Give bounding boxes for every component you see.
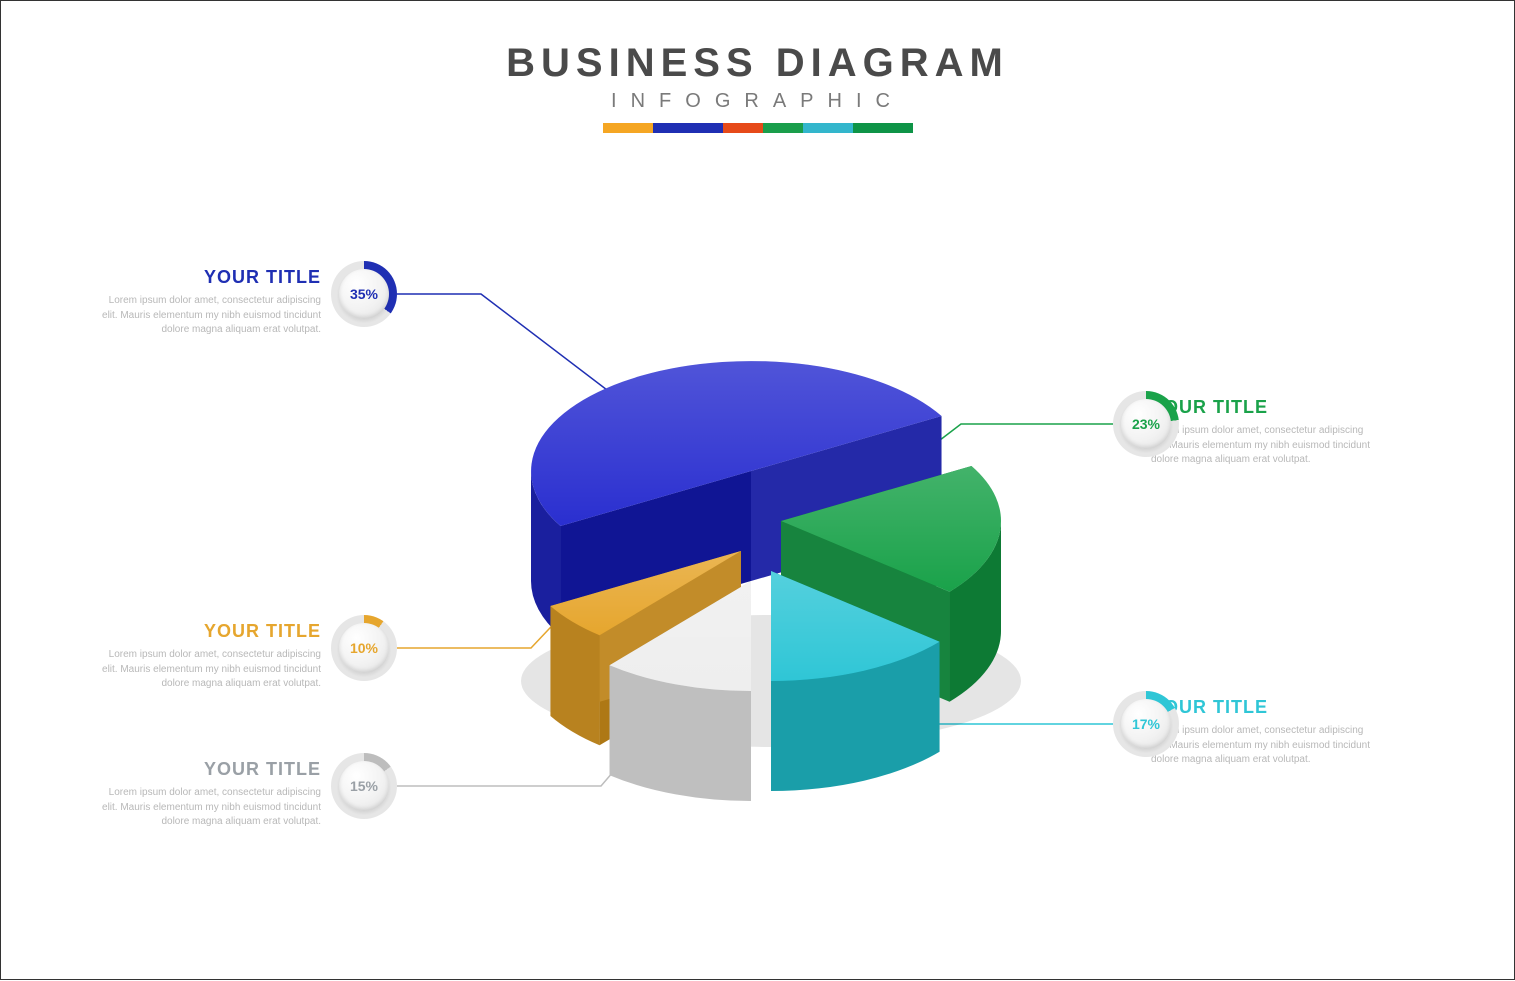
colorbar-segment — [603, 123, 653, 133]
callout-title: YOUR TITLE — [1151, 697, 1381, 718]
percent-value: 23% — [1132, 416, 1160, 432]
percent-badge-gray: 15% — [331, 753, 397, 819]
callout-green: YOUR TITLE Lorem ipsum dolor amet, conse… — [1151, 397, 1381, 468]
pie-3d-chart — [1, 1, 1515, 981]
percent-badge-blue: 35% — [331, 261, 397, 327]
percent-value: 10% — [350, 640, 378, 656]
colorbar-segment — [853, 123, 913, 133]
colorbar-segment — [653, 123, 723, 133]
callout-desc: Lorem ipsum dolor amet, consectetur adip… — [91, 294, 321, 338]
leader-lines — [1, 1, 1515, 981]
callout-yellow: YOUR TITLE Lorem ipsum dolor amet, conse… — [91, 621, 321, 692]
callout-desc: Lorem ipsum dolor amet, consectetur adip… — [1151, 424, 1381, 468]
infographic-canvas: BUSINESS DIAGRAM INFOGRAPHIC YOUR TITLE … — [0, 0, 1515, 980]
colorbar-segment — [723, 123, 763, 133]
percent-value: 17% — [1132, 716, 1160, 732]
callout-cyan: YOUR TITLE Lorem ipsum dolor amet, conse… — [1151, 697, 1381, 768]
callout-title: YOUR TITLE — [91, 267, 321, 288]
header-colorbar — [603, 123, 913, 133]
callout-title: YOUR TITLE — [1151, 397, 1381, 418]
header: BUSINESS DIAGRAM INFOGRAPHIC — [1, 41, 1514, 138]
callout-gray: YOUR TITLE Lorem ipsum dolor amet, conse… — [91, 759, 321, 830]
callout-desc: Lorem ipsum dolor amet, consectetur adip… — [91, 648, 321, 692]
page-title: BUSINESS DIAGRAM — [1, 41, 1514, 86]
percent-value: 35% — [350, 286, 378, 302]
callout-title: YOUR TITLE — [91, 621, 321, 642]
callout-blue: YOUR TITLE Lorem ipsum dolor amet, conse… — [91, 267, 321, 338]
percent-badge-green: 23% — [1113, 391, 1179, 457]
page-subtitle: INFOGRAPHIC — [1, 90, 1514, 113]
percent-value: 15% — [350, 778, 378, 794]
colorbar-segment — [763, 123, 803, 133]
callout-desc: Lorem ipsum dolor amet, consectetur adip… — [91, 786, 321, 830]
callout-title: YOUR TITLE — [91, 759, 321, 780]
colorbar-segment — [803, 123, 853, 133]
percent-badge-cyan: 17% — [1113, 691, 1179, 757]
percent-badge-yellow: 10% — [331, 615, 397, 681]
callout-desc: Lorem ipsum dolor amet, consectetur adip… — [1151, 724, 1381, 768]
